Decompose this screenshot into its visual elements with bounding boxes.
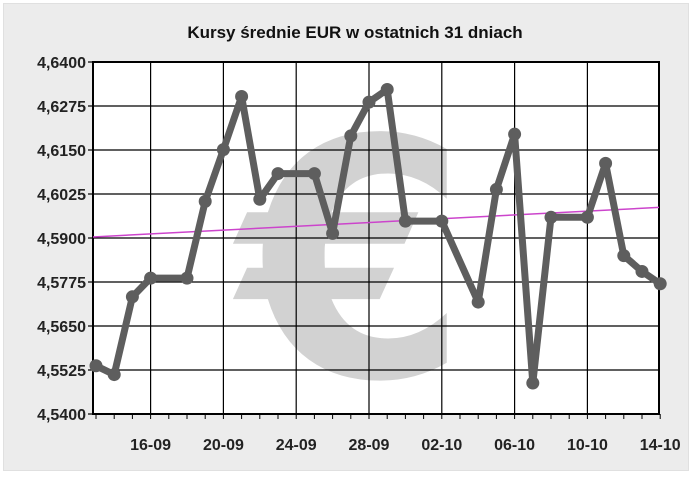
data-point xyxy=(380,82,394,96)
x-tick-label: 10-10 xyxy=(567,437,608,454)
chart-title: Kursy średnie EUR w ostatnich 31 dniach xyxy=(187,23,522,42)
y-tick-label: 4,6275 xyxy=(37,99,86,116)
euro-symbol-watermark: € xyxy=(229,70,469,454)
data-point xyxy=(526,376,540,390)
x-tick-label: 14-10 xyxy=(640,437,681,454)
y-tick-label: 4,6150 xyxy=(37,143,86,160)
data-point xyxy=(198,194,212,208)
data-point xyxy=(599,156,613,170)
eur-rate-line-chart: Kursy średnie EUR w ostatnich 31 dniach … xyxy=(37,23,681,454)
data-point xyxy=(580,210,594,224)
data-point xyxy=(508,127,522,141)
data-point xyxy=(653,277,667,291)
x-tick-label: 28-09 xyxy=(349,437,390,454)
series-group xyxy=(89,82,667,390)
data-point xyxy=(107,368,121,382)
data-point xyxy=(617,249,631,263)
data-point xyxy=(216,143,230,157)
trend-line-group xyxy=(92,206,660,238)
x-tick-label: 02-10 xyxy=(421,437,462,454)
y-tick-label: 4,6025 xyxy=(37,187,86,204)
data-point xyxy=(362,95,376,109)
trend-line xyxy=(92,206,660,238)
data-point xyxy=(544,210,558,224)
chart-panel: Kursy średnie EUR w ostatnich 31 dniach … xyxy=(3,3,689,471)
euro-watermark: € xyxy=(229,70,469,454)
y-tick-label: 4,6400 xyxy=(37,55,86,72)
data-point xyxy=(435,214,449,228)
y-tick-label: 4,5775 xyxy=(37,275,86,292)
y-axis-ticks: 4,6400 4,6275 4,6150 4,6025 4,5900 4,5775 4,56… xyxy=(37,55,93,424)
data-point xyxy=(398,214,412,228)
x-tick-label: 24-09 xyxy=(276,437,317,454)
x-tick-label: 20-09 xyxy=(203,437,244,454)
x-axis-ticks: 16-09 20-09 24-09 28-09 02-10 06-10 10-10 14-10 xyxy=(95,414,681,454)
data-point xyxy=(125,290,139,304)
y-tick-label: 4,5900 xyxy=(37,231,86,248)
data-point xyxy=(144,271,158,285)
x-tick-label: 06-10 xyxy=(494,437,535,454)
data-point xyxy=(344,129,358,143)
data-point xyxy=(326,226,340,240)
data-point xyxy=(89,359,103,373)
y-tick-label: 4,5525 xyxy=(37,363,86,380)
data-point xyxy=(307,167,321,181)
data-point xyxy=(489,182,503,196)
data-point xyxy=(635,264,649,278)
data-point xyxy=(253,192,267,206)
x-tick-label: 16-09 xyxy=(130,437,171,454)
data-point xyxy=(271,167,285,181)
y-tick-label: 4,5650 xyxy=(37,319,86,336)
data-point xyxy=(180,271,194,285)
y-tick-label: 4,5400 xyxy=(37,407,86,424)
data-point xyxy=(235,89,249,103)
data-point xyxy=(471,295,485,309)
